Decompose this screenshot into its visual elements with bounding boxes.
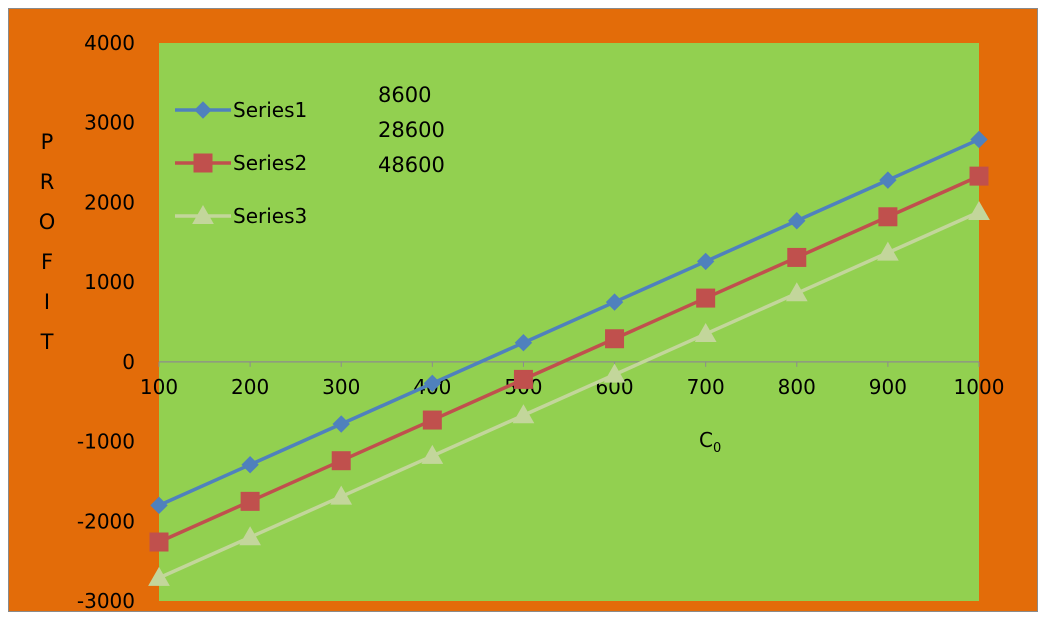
y-axis-label-letter: T bbox=[40, 330, 54, 354]
series-series1 bbox=[150, 130, 988, 515]
data-point-marker bbox=[149, 532, 169, 552]
legend-label: Series3 bbox=[233, 204, 307, 228]
data-point-marker bbox=[968, 200, 990, 220]
y-axis-label-letter: O bbox=[39, 210, 56, 234]
data-point-marker bbox=[969, 166, 989, 186]
annotation-text: 48600 bbox=[378, 153, 445, 177]
x-tick-label: 700 bbox=[687, 375, 725, 399]
y-tick-label: 0 bbox=[122, 350, 135, 374]
data-point-marker bbox=[788, 212, 806, 230]
data-point-marker bbox=[877, 241, 899, 261]
data-point-marker bbox=[331, 451, 351, 471]
legend-label: Series2 bbox=[233, 151, 307, 175]
data-point-marker bbox=[512, 404, 535, 424]
data-point-marker bbox=[240, 491, 260, 511]
x-tick-label: 1000 bbox=[954, 375, 1005, 399]
data-point-marker bbox=[332, 415, 350, 433]
data-point-marker bbox=[239, 526, 261, 546]
x-tick-label: 200 bbox=[231, 375, 269, 399]
data-point-marker bbox=[603, 363, 626, 383]
data-point-marker bbox=[605, 293, 624, 311]
y-tick-label: 4000 bbox=[84, 31, 135, 55]
y-axis-label-letter: I bbox=[44, 290, 50, 314]
y-tick-label: -3000 bbox=[77, 589, 135, 611]
data-point-marker bbox=[694, 322, 717, 342]
legend-label: Series1 bbox=[233, 98, 307, 122]
annotations: 8600 28600 48600 bbox=[378, 83, 445, 177]
data-point-marker bbox=[422, 410, 442, 430]
data-point-marker bbox=[514, 334, 533, 352]
legend: Series1 Series2 Series3 bbox=[175, 98, 307, 228]
x-axis-label: C0 bbox=[699, 428, 721, 456]
y-tick-label: 2000 bbox=[84, 190, 135, 214]
y-tick-label: 3000 bbox=[84, 111, 135, 135]
series-line bbox=[158, 210, 980, 580]
data-point-marker bbox=[148, 566, 170, 586]
y-axis-label-letter: P bbox=[41, 130, 54, 154]
series-line bbox=[158, 137, 980, 507]
legend-item: Series1 bbox=[175, 98, 307, 122]
x-tick-label: 300 bbox=[322, 375, 360, 399]
series-line bbox=[158, 174, 980, 544]
x-tick-label: 100 bbox=[140, 375, 178, 399]
y-axis-tick-labels: 4000 3000 2000 1000 0 -1000 -2000 -3000 bbox=[77, 31, 135, 613]
data-point-marker bbox=[879, 171, 897, 189]
y-tick-label: -1000 bbox=[77, 430, 135, 454]
series-layer bbox=[148, 130, 990, 586]
legend-marker bbox=[193, 153, 213, 173]
annotation-text: 8600 bbox=[378, 83, 431, 107]
legend-item: Series3 bbox=[175, 204, 307, 228]
data-point-marker bbox=[241, 455, 259, 474]
data-point-marker bbox=[785, 282, 808, 302]
data-point-marker bbox=[970, 130, 988, 149]
data-point-marker bbox=[513, 369, 533, 389]
legend-item: Series2 bbox=[175, 151, 307, 175]
data-point-marker bbox=[421, 444, 444, 464]
data-point-marker bbox=[696, 288, 716, 308]
data-point-marker bbox=[696, 252, 715, 271]
y-tick-label: 1000 bbox=[84, 270, 135, 294]
series-series2 bbox=[149, 166, 989, 552]
series-series3 bbox=[148, 200, 990, 586]
x-axis-label-subscript: 0 bbox=[713, 441, 721, 456]
x-tick-label: 900 bbox=[869, 375, 907, 399]
y-axis-label-letter: F bbox=[41, 250, 53, 274]
legend-marker bbox=[192, 204, 214, 224]
data-point-marker bbox=[605, 329, 625, 349]
x-tick-label: 800 bbox=[778, 375, 816, 399]
data-point-marker bbox=[878, 207, 898, 227]
data-point-marker bbox=[150, 496, 168, 515]
y-tick-label: -2000 bbox=[77, 509, 135, 533]
data-point-marker bbox=[423, 374, 442, 393]
legend-marker bbox=[194, 101, 212, 119]
data-point-marker bbox=[787, 247, 807, 267]
x-axis-label-main: C bbox=[699, 428, 713, 452]
data-point-marker bbox=[330, 485, 353, 505]
annotation-text: 28600 bbox=[378, 118, 445, 142]
y-axis-label-letter: R bbox=[40, 170, 55, 194]
chart-frame: 4000 3000 2000 1000 0 -1000 -2000 -3000 100 200 3… bbox=[8, 8, 1038, 613]
